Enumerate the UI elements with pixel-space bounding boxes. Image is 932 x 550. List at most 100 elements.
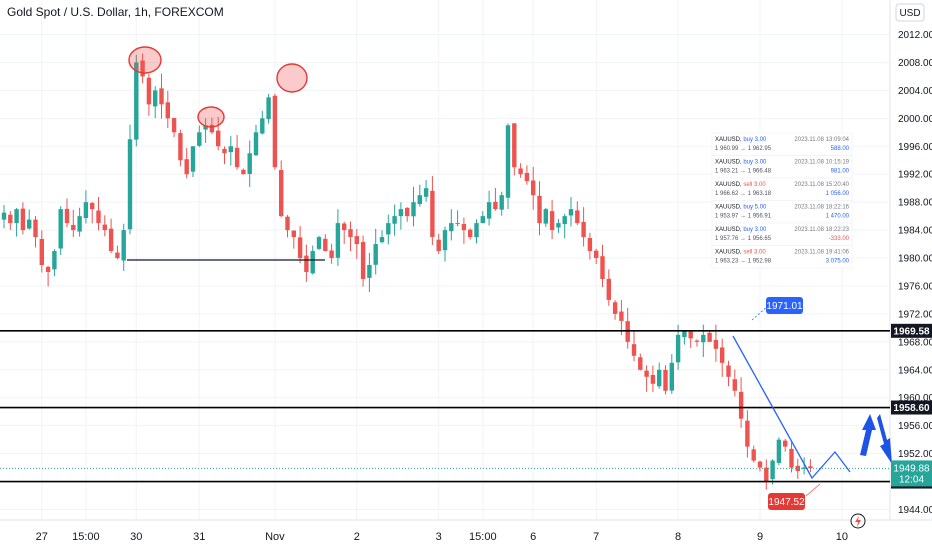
candle-body bbox=[360, 241, 366, 279]
candle-body bbox=[285, 216, 290, 231]
trade-profit: -333.00 bbox=[829, 236, 850, 242]
tradingview-logo-icon[interactable] bbox=[850, 513, 866, 529]
y-tick-label: 1952.00 bbox=[898, 449, 932, 460]
x-tick-label: 9 bbox=[757, 531, 763, 543]
candle-body bbox=[505, 125, 511, 198]
candle-body bbox=[234, 147, 240, 168]
x-axis[interactable]: 27 15:00 30 31 Nov 2 3 15:00 6 7 8 9 10 bbox=[36, 531, 848, 543]
trade-prices: 1 963.23 → 1 952.98 bbox=[715, 259, 772, 265]
candle-body bbox=[165, 102, 170, 119]
trade-pair: XAUUSD, buy 3.00 bbox=[715, 227, 767, 233]
candle-body bbox=[398, 209, 404, 217]
candle-body bbox=[631, 344, 637, 356]
candle-body bbox=[783, 440, 788, 447]
trade-profit: 1 470.00 bbox=[826, 214, 850, 220]
arrow-up bbox=[860, 414, 876, 456]
x-tick-label: 10 bbox=[836, 531, 848, 543]
candle-body bbox=[606, 278, 611, 300]
price-annotations: 1971.01 1947.52 bbox=[766, 297, 805, 510]
candle-body bbox=[260, 118, 265, 134]
trade-time: 2023.11.08 18:22:16 bbox=[794, 205, 849, 211]
candle-body bbox=[486, 202, 492, 219]
candle-body bbox=[291, 230, 296, 238]
candle-body bbox=[146, 77, 152, 105]
candle-body bbox=[688, 331, 693, 339]
candle-body bbox=[8, 214, 13, 224]
x-tick-label: 7 bbox=[593, 531, 599, 543]
candle-body bbox=[153, 90, 158, 107]
annotation-high-bg bbox=[766, 297, 803, 314]
candle-body bbox=[732, 379, 737, 391]
candle-body bbox=[171, 118, 177, 133]
trade-profit: 1 056.00 bbox=[826, 191, 850, 197]
candle-body bbox=[115, 252, 120, 259]
candle-body bbox=[108, 228, 114, 252]
candle-body bbox=[568, 209, 574, 216]
candle-body bbox=[556, 223, 561, 228]
x-tick-label: 15:00 bbox=[72, 531, 100, 543]
candle-body bbox=[707, 332, 712, 342]
candle-body bbox=[417, 195, 422, 205]
candle-body bbox=[159, 88, 164, 105]
y-tick-label: 1944.00 bbox=[898, 505, 932, 516]
arrow-down bbox=[877, 414, 892, 464]
candle-body bbox=[64, 208, 70, 224]
candle-body bbox=[474, 223, 479, 238]
candle-body bbox=[562, 216, 567, 225]
candle-body bbox=[638, 357, 643, 370]
candle-body bbox=[770, 460, 775, 480]
y-tick-label: 1976.00 bbox=[898, 281, 932, 292]
trade-prices: 1 963.21 → 1 966.48 bbox=[715, 169, 772, 175]
price-label: 1969.58 bbox=[893, 326, 930, 337]
candle-body bbox=[354, 236, 359, 245]
candle-body bbox=[304, 255, 309, 272]
x-tick-label: 31 bbox=[193, 531, 205, 543]
candle-body bbox=[789, 448, 794, 468]
candle-body bbox=[127, 139, 133, 230]
candle-body bbox=[675, 334, 681, 363]
peak-marker-3 bbox=[276, 63, 308, 93]
last-price-label: 1949.88 bbox=[893, 463, 930, 474]
candle-body bbox=[449, 223, 454, 232]
candle-body bbox=[600, 256, 605, 279]
candle-body bbox=[203, 125, 208, 130]
candle-body bbox=[776, 439, 782, 463]
y-tick-label: 1992.00 bbox=[898, 170, 932, 181]
candle-body bbox=[468, 229, 473, 238]
peak-marker-1 bbox=[128, 46, 162, 74]
y-axis[interactable]: 2012.00 2008.00 2004.00 2000.00 1996.00 1992.… bbox=[898, 30, 932, 516]
candle-body bbox=[27, 219, 32, 229]
trade-profit: 3 075.00 bbox=[826, 259, 850, 265]
candle-body bbox=[764, 467, 769, 482]
svg-text:USD: USD bbox=[899, 8, 920, 19]
x-tick-label: 8 bbox=[675, 531, 681, 543]
trade-prices: 1 957.76 → 1 956.65 bbox=[715, 236, 772, 242]
y-tick-label: 1968.00 bbox=[898, 337, 932, 348]
y-tick-label: 1956.00 bbox=[898, 421, 932, 432]
candle-body bbox=[795, 465, 800, 472]
candle-body bbox=[575, 210, 580, 224]
candle-body bbox=[297, 237, 303, 259]
candle-body bbox=[386, 223, 391, 235]
candle-body bbox=[228, 146, 233, 153]
candle-body bbox=[379, 237, 385, 243]
chart-title: Gold Spot / U.S. Dollar, 1h, FOREXCOM bbox=[7, 5, 224, 19]
y-tick-label: 1996.00 bbox=[898, 142, 932, 153]
trade-pair: XAUUSD, buy 3.00 bbox=[715, 160, 767, 166]
candle-body bbox=[682, 331, 687, 338]
candle-body bbox=[751, 449, 756, 461]
candle-body bbox=[738, 391, 744, 419]
candle-body bbox=[178, 133, 183, 161]
candle-body bbox=[669, 362, 674, 391]
candle-body bbox=[266, 97, 271, 120]
candle-body bbox=[594, 250, 599, 259]
candle-body bbox=[348, 229, 353, 238]
candle-body bbox=[58, 209, 63, 249]
x-tick-label: 6 bbox=[530, 531, 536, 543]
currency-button[interactable]: USD bbox=[895, 3, 925, 22]
candle-body bbox=[512, 123, 517, 168]
candle-body bbox=[726, 365, 731, 377]
connector-low bbox=[805, 483, 821, 497]
candle-body bbox=[436, 239, 441, 252]
